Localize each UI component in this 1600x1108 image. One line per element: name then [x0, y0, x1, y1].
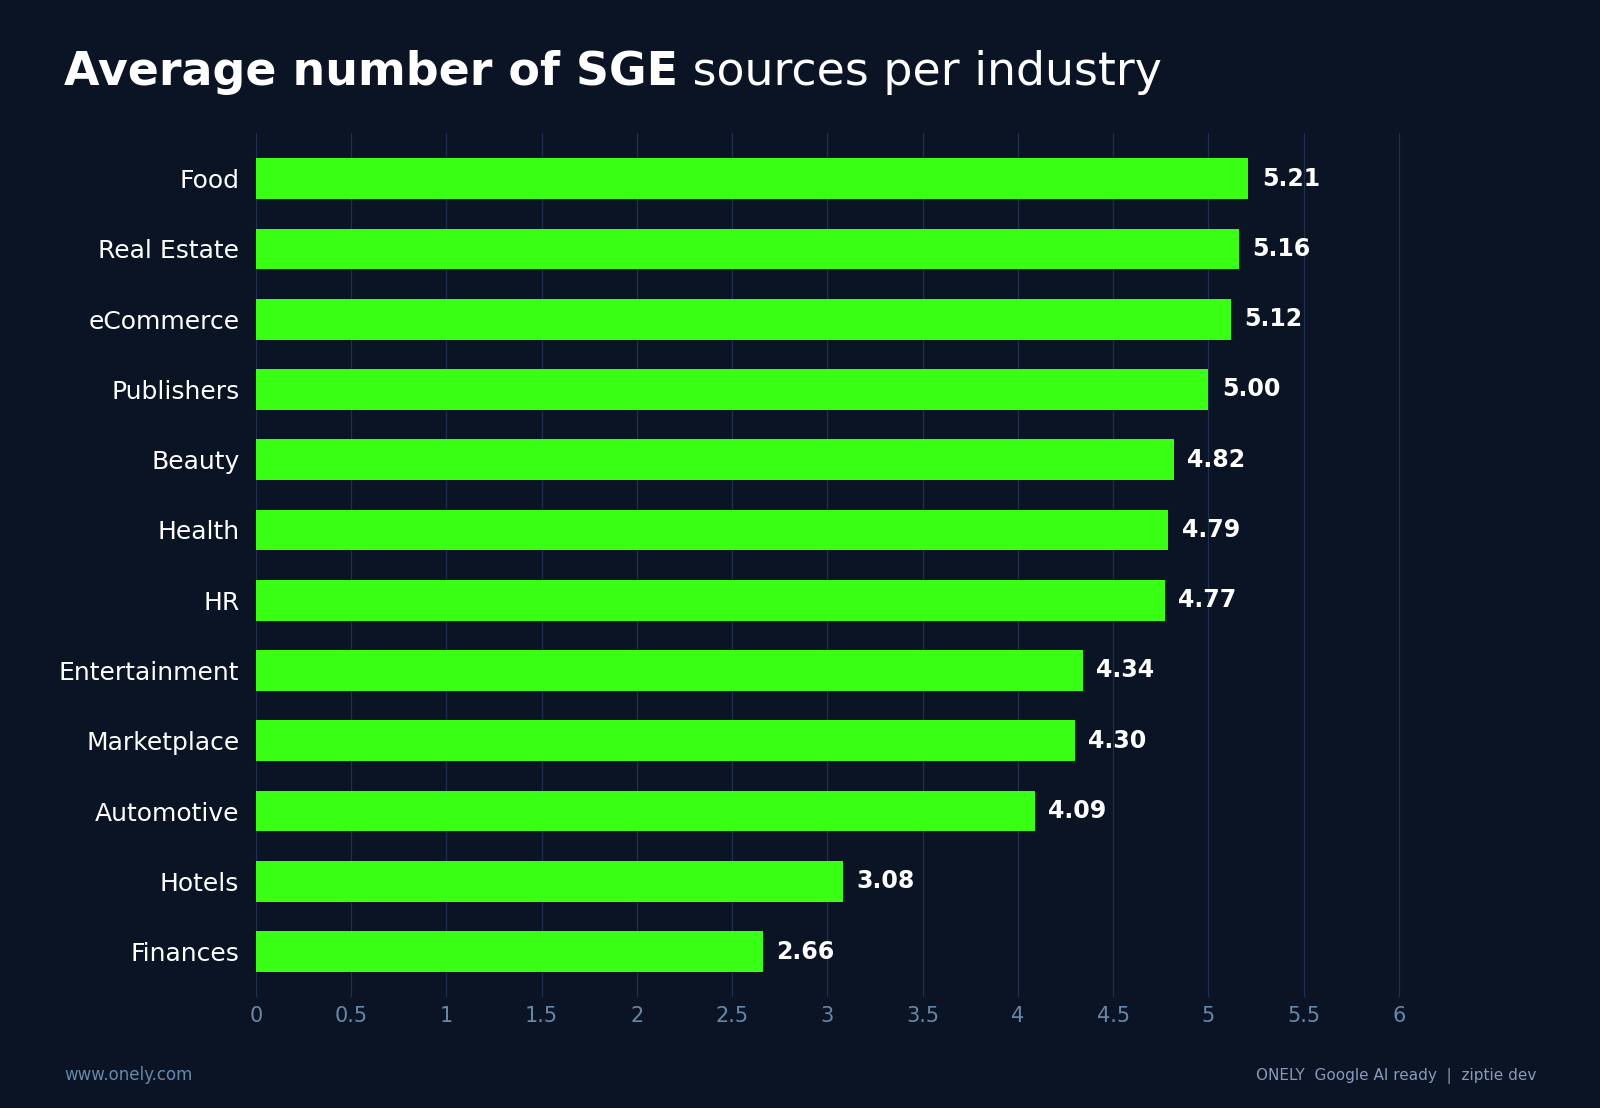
Bar: [256, 931, 763, 972]
Text: 4.09: 4.09: [1048, 799, 1107, 823]
Text: 4.34: 4.34: [1096, 658, 1154, 683]
Bar: [256, 158, 1248, 199]
Text: sources per industry: sources per industry: [678, 50, 1162, 95]
Text: 5.12: 5.12: [1245, 307, 1302, 331]
Text: 4.82: 4.82: [1187, 448, 1245, 472]
Bar: [256, 369, 1208, 410]
Text: 5.21: 5.21: [1262, 166, 1320, 191]
Text: Average number of SGE: Average number of SGE: [64, 50, 678, 95]
Text: 5.16: 5.16: [1253, 237, 1310, 260]
Text: 2.66: 2.66: [776, 940, 834, 964]
Text: 4.79: 4.79: [1182, 517, 1240, 542]
Text: 5.00: 5.00: [1222, 378, 1280, 401]
Bar: [256, 439, 1174, 480]
Bar: [256, 510, 1168, 551]
Bar: [256, 299, 1232, 339]
Text: 4.30: 4.30: [1088, 729, 1147, 752]
Text: ONELY  Google AI ready  |  ziptie dev: ONELY Google AI ready | ziptie dev: [1256, 1068, 1536, 1084]
Bar: [256, 861, 843, 902]
Bar: [256, 228, 1238, 269]
Bar: [256, 791, 1035, 831]
Bar: [256, 579, 1165, 620]
Bar: [256, 650, 1083, 691]
Text: 3.08: 3.08: [856, 870, 914, 893]
Text: 4.77: 4.77: [1178, 588, 1237, 613]
Text: www.onely.com: www.onely.com: [64, 1066, 192, 1084]
Bar: [256, 720, 1075, 761]
